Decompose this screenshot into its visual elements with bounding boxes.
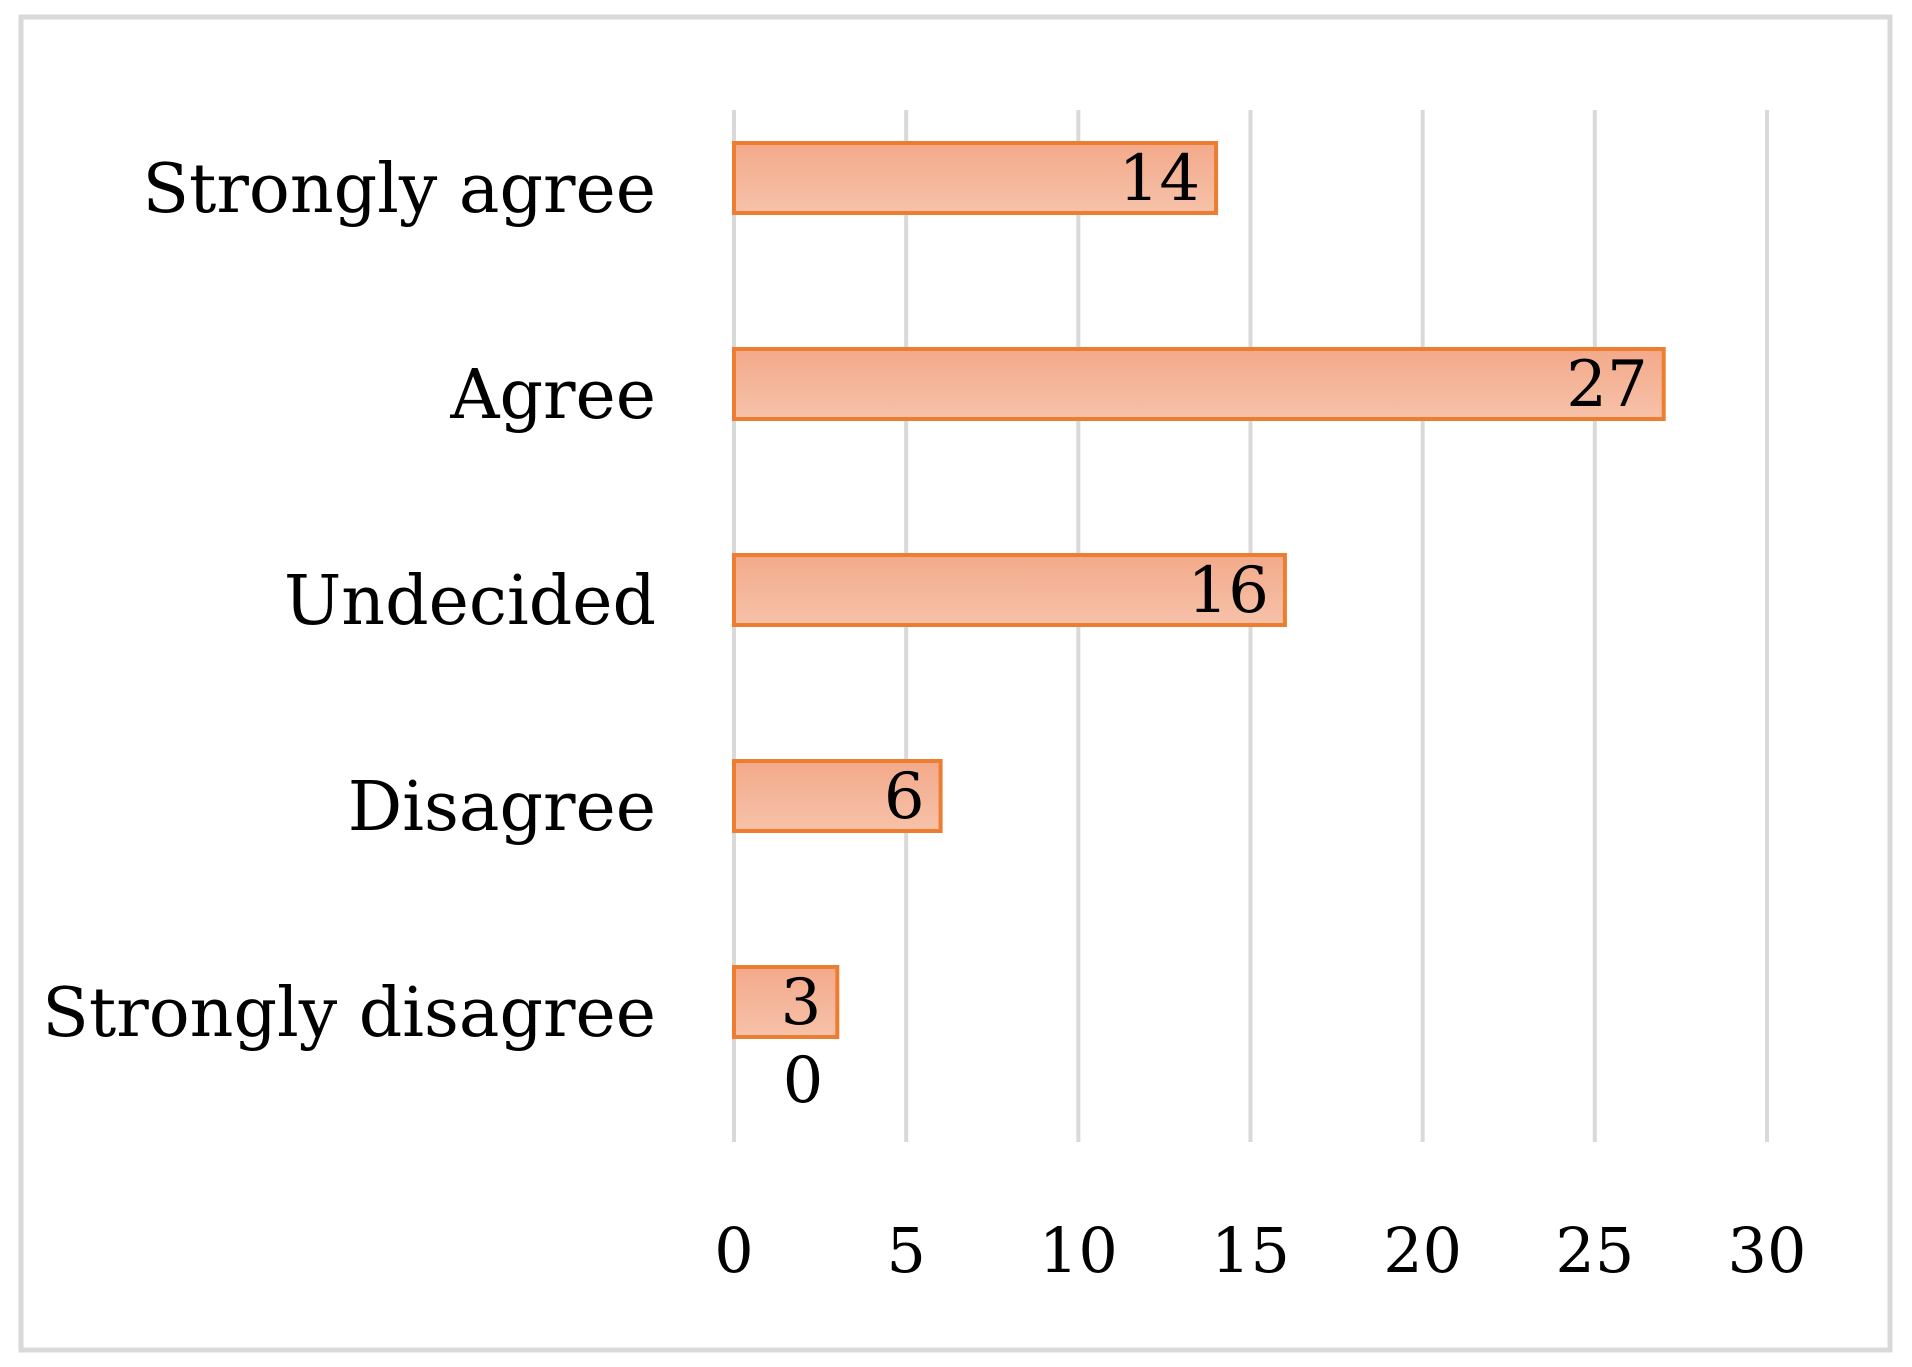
bar-agree [732,347,1666,421]
x-tick-label: 10 [1039,1214,1118,1287]
extra-zero-label: 0 [783,1044,824,1118]
data-label: 6 [884,760,925,834]
x-tick-label: 5 [886,1214,925,1287]
data-label: 14 [1119,142,1200,216]
x-tick-label: 30 [1728,1214,1807,1287]
category-label: Agree [449,356,656,435]
x-tick-label: 0 [714,1214,753,1287]
data-labels: 14 27 16 6 3 [781,142,1648,1040]
x-tick-label: 25 [1555,1214,1634,1287]
x-axis-tick-labels: 0 5 10 15 20 25 30 [714,1214,1806,1287]
category-label: Disagree [348,768,656,847]
bar-strongly-disagree [732,965,840,1039]
x-tick-label: 15 [1211,1214,1290,1287]
data-label: 16 [1187,554,1268,628]
data-label: 27 [1566,348,1647,422]
bars [732,141,1666,1039]
chart-frame [18,14,1893,1353]
bar-strongly-agree [732,141,1219,215]
bar-disagree [732,759,943,833]
x-tick-label: 20 [1383,1214,1462,1287]
category-label: Strongly agree [142,150,656,229]
category-labels: Strongly agree Agree Undecided Disagree Stro… [42,150,656,1053]
category-label: Undecided [284,562,656,641]
data-label: 3 [781,966,822,1040]
category-label: Strongly disagree [42,974,656,1053]
bar-undecided [732,553,1287,627]
